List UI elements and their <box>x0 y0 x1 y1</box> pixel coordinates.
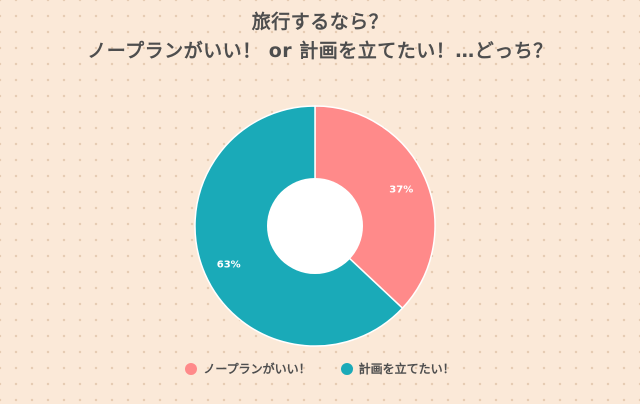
data-label-no-plan: 37% <box>389 185 413 196</box>
legend-swatch-plan <box>340 362 353 375</box>
legend-swatch-no-plan <box>185 362 198 375</box>
chart-title-line-1: 旅行するなら？ <box>251 11 389 33</box>
legend-item-plan: 計画を立てたい！ <box>340 360 455 377</box>
donut-hole <box>267 178 363 274</box>
chart-title: 旅行するなら？ ノープランがいい！ or 計画を立てたい！…どっち？ <box>0 8 640 66</box>
legend-label-plan: 計画を立てたい！ <box>358 362 455 376</box>
legend-item-no-plan: ノープランがいい！ <box>185 360 311 377</box>
pie-slice-no-plan <box>314 105 436 310</box>
chart-legend: ノープランがいい！ 計画を立てたい！ <box>0 360 640 377</box>
data-label-plan: 63% <box>217 259 241 270</box>
legend-label-no-plan: ノープランがいい！ <box>203 362 311 376</box>
chart-title-line-2: ノープランがいい！ or 計画を立てたい！…どっち？ <box>87 40 553 62</box>
